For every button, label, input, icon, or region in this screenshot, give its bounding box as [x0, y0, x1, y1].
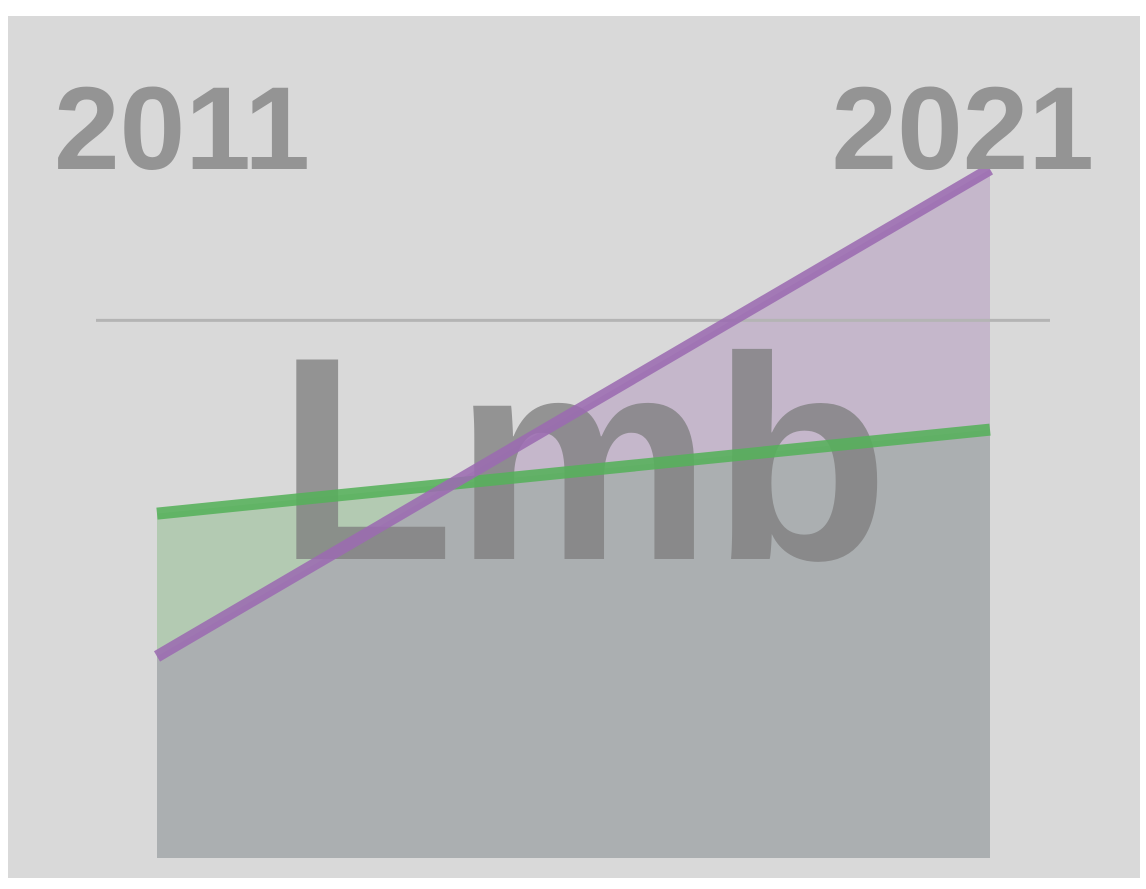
center-label: Lmb [277, 297, 889, 621]
series-1-line [153, 164, 994, 662]
areas-layer [157, 169, 990, 858]
chart-panel: Lmb 2011 2021 [8, 16, 1140, 878]
x-start-label: 2011 [54, 63, 310, 195]
lines-layer [153, 164, 994, 662]
area-chart: Lmb 2011 2021 [54, 63, 1094, 858]
x-end-label: 2021 [831, 63, 1094, 195]
series-2-line [156, 423, 991, 520]
